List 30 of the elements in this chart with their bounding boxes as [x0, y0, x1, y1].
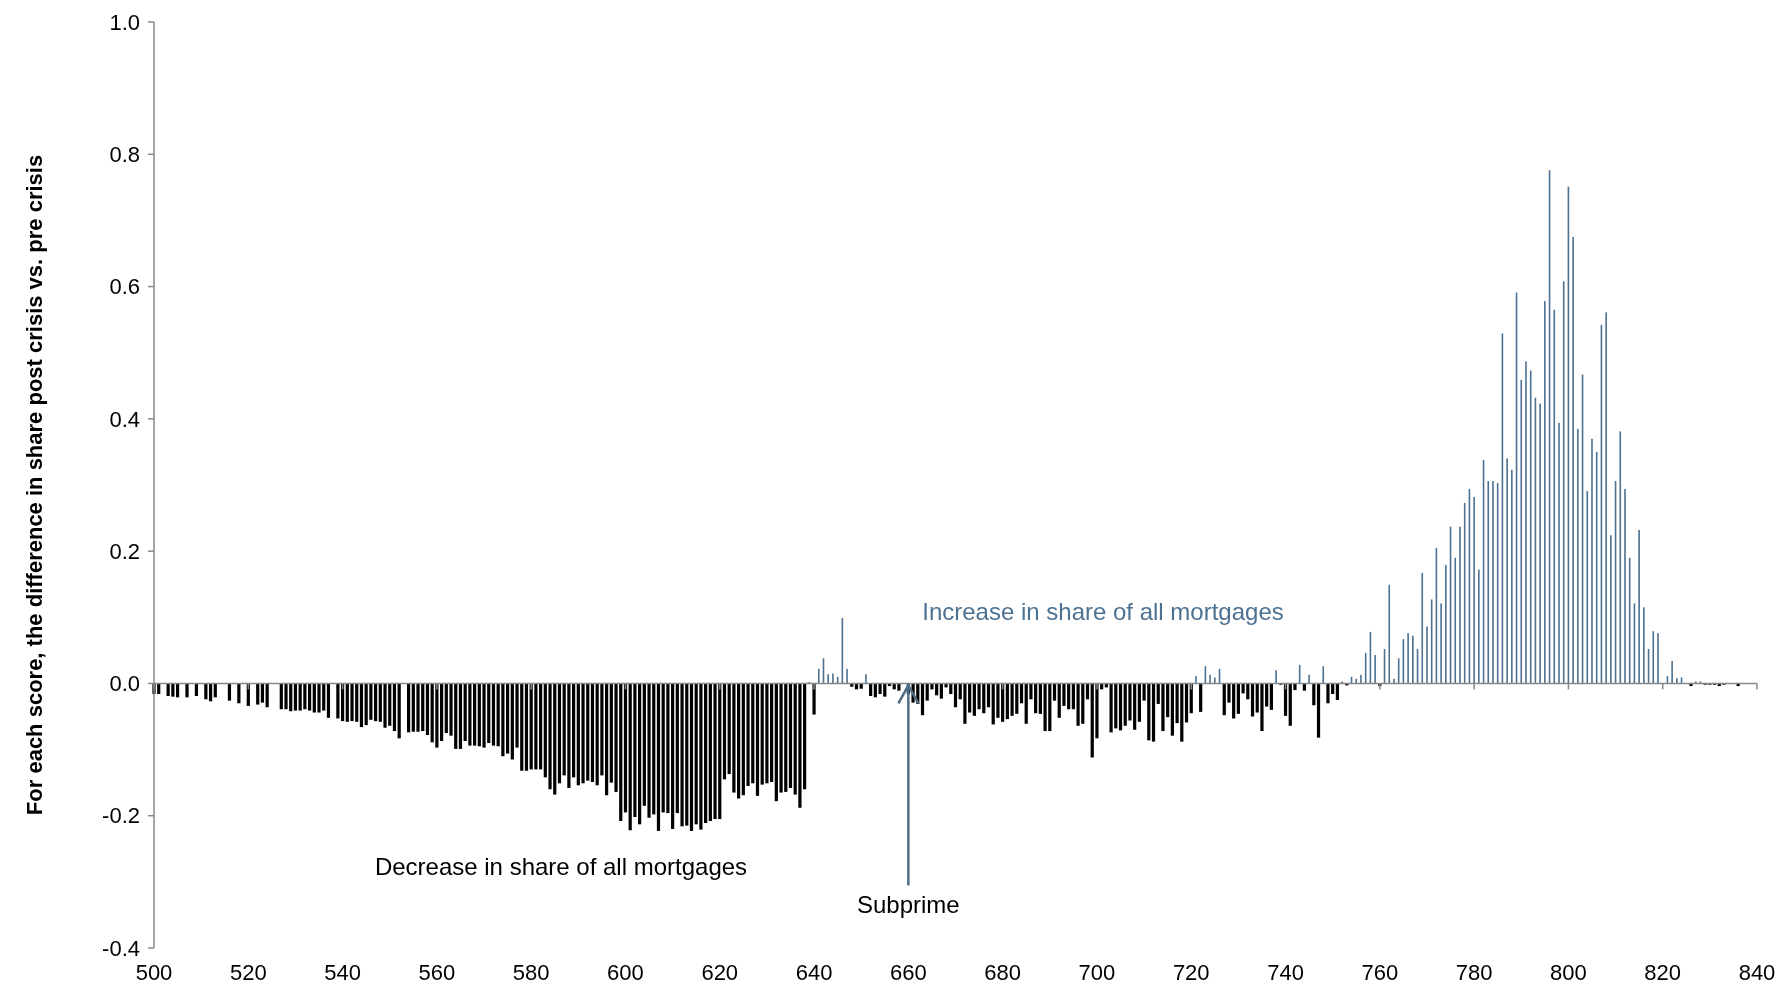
x-tick-label: 620 [701, 960, 739, 985]
x-tick-label: 640 [795, 960, 833, 985]
x-tick-label: 500 [135, 960, 173, 985]
annotation: Subprime [856, 891, 960, 919]
x-tick-label: 740 [1267, 960, 1304, 985]
x-tick-label: 600 [607, 960, 644, 985]
y-tick-label: -0.2 [102, 803, 140, 829]
x-tick-label: 700 [1078, 960, 1116, 985]
x-tick-label: 780 [1455, 960, 1493, 985]
x-tick-label: 520 [229, 960, 267, 985]
y-tick-label: 0.8 [109, 141, 140, 167]
x-tick-label: 820 [1644, 960, 1682, 985]
y-axis-title: For each score, the difference in share post crisis vs. pre crisis [22, 154, 47, 816]
y-tick-label: 0.0 [109, 671, 140, 697]
y-tick-label: 0.2 [109, 538, 140, 564]
x-tick-label: 580 [512, 960, 550, 985]
y-tick-label: 0.6 [109, 274, 140, 300]
x-tick-label: 680 [984, 960, 1022, 985]
y-tick-label: 0.4 [109, 406, 140, 432]
y-tick-label: 1.0 [109, 9, 140, 35]
annotation: Increase in share of all mortgages [922, 598, 1284, 625]
x-tick-label: 720 [1172, 960, 1210, 985]
x-tick-label: 660 [889, 960, 927, 985]
x-tick-label: 800 [1550, 960, 1587, 985]
y-tick-label: -0.4 [102, 935, 140, 961]
x-tick-label: 560 [418, 960, 456, 985]
x-tick-label: 760 [1361, 960, 1399, 985]
x-tick-label: 840 [1738, 960, 1776, 985]
x-tick-label: 540 [324, 960, 361, 985]
annotation: Decrease in share of all mortgages [374, 853, 748, 880]
